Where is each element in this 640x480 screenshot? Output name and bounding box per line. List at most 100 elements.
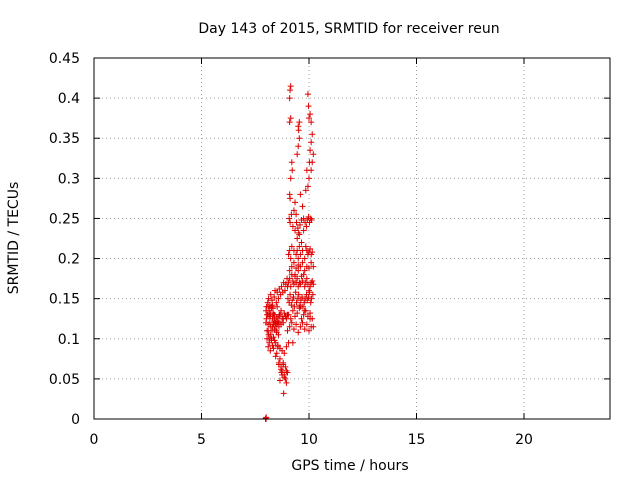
data-point — [283, 343, 290, 350]
data-point — [274, 289, 281, 296]
data-point — [296, 231, 303, 238]
data-point — [293, 299, 300, 306]
data-point — [297, 323, 304, 330]
data-point — [269, 302, 276, 309]
x-axis-label: GPS time / hours — [291, 458, 408, 474]
data-point — [308, 217, 315, 224]
data-point — [267, 331, 274, 338]
data-point — [286, 119, 293, 126]
chart-title: Day 143 of 2015, SRMTID for receiver reu… — [198, 21, 499, 37]
y-tick-label: 0.25 — [49, 211, 80, 227]
data-point — [278, 283, 285, 290]
data-point — [305, 294, 312, 301]
data-point — [307, 310, 314, 317]
data-point — [299, 259, 306, 266]
data-point — [301, 307, 308, 314]
data-point — [278, 369, 285, 376]
data-point — [267, 291, 274, 298]
data-point — [302, 243, 309, 250]
data-point — [295, 267, 302, 274]
data-point — [289, 339, 296, 346]
data-point — [304, 91, 311, 98]
y-tick-label: 0.4 — [58, 91, 80, 107]
y-axis-ticks: 0 0.05 0.1 0.15 0.2 0.25 0.3 0.35 0.4 0.45 — [49, 51, 610, 428]
x-axis-ticks: 0 5 10 15 20 — [90, 58, 533, 448]
data-point — [286, 95, 293, 102]
data-point — [263, 307, 269, 314]
data-point — [290, 259, 297, 266]
data-point — [300, 215, 307, 222]
data-point — [296, 243, 303, 250]
data-point — [309, 291, 316, 298]
data-point — [307, 111, 314, 118]
data-point — [293, 321, 300, 328]
y-tick-label: 0.3 — [58, 171, 80, 187]
y-tick-label: 0.45 — [49, 51, 80, 67]
data-point — [276, 355, 283, 362]
data-point — [295, 291, 302, 298]
data-point — [294, 295, 301, 302]
data-point — [287, 87, 294, 94]
data-point — [305, 103, 312, 110]
data-point — [288, 302, 295, 309]
data-point — [299, 319, 306, 326]
data-point — [296, 221, 303, 228]
data-point — [302, 187, 309, 194]
x-tick-label: 5 — [197, 432, 206, 448]
data-point — [294, 225, 301, 232]
data-point — [280, 319, 287, 326]
data-point — [268, 305, 275, 312]
y-tick-label: 0.05 — [49, 372, 80, 388]
data-point — [289, 278, 296, 285]
data-point — [286, 267, 293, 274]
data-point — [276, 311, 283, 318]
data-point — [297, 191, 304, 198]
y-tick-label: 0.1 — [58, 332, 80, 348]
data-point — [280, 390, 287, 397]
data-point — [294, 235, 301, 242]
data-point — [286, 323, 293, 330]
data-point — [275, 295, 282, 302]
data-point — [296, 119, 303, 126]
data-point — [307, 299, 314, 306]
data-point — [308, 259, 315, 266]
data-point — [274, 303, 281, 310]
data-point — [292, 199, 299, 206]
data-point — [288, 263, 295, 270]
data-point — [283, 379, 290, 386]
data-point — [293, 219, 300, 226]
data-point — [281, 374, 288, 381]
data-point — [309, 249, 316, 256]
plot-frame — [93, 57, 611, 420]
data-point — [303, 275, 310, 282]
data-point — [289, 167, 296, 174]
data-point — [301, 283, 308, 290]
data-point — [265, 343, 272, 350]
x-tick-label: 20 — [515, 432, 533, 448]
data-point — [281, 350, 288, 357]
data-point — [290, 326, 297, 333]
data-point — [304, 297, 311, 304]
data-point — [306, 115, 312, 122]
data-point — [289, 307, 296, 314]
data-point — [281, 287, 288, 294]
data-point — [297, 303, 304, 310]
data-point — [287, 291, 294, 298]
x-tick-label: 10 — [300, 432, 318, 448]
data-point — [299, 203, 306, 210]
data-point — [284, 295, 291, 302]
data-point — [301, 255, 308, 262]
y-tick-label: 0.2 — [58, 252, 80, 268]
data-point — [271, 294, 278, 301]
data-point — [283, 367, 290, 374]
data-point — [287, 175, 294, 182]
y-tick-label: 0 — [71, 412, 80, 428]
data-point — [294, 275, 301, 282]
data-point — [308, 167, 315, 174]
data-point — [281, 310, 288, 317]
data-point — [291, 303, 298, 310]
data-point — [290, 294, 297, 301]
y-axis-label: SRMTID / TECUs — [6, 182, 22, 295]
data-point — [308, 119, 315, 126]
data-points — [262, 83, 317, 422]
